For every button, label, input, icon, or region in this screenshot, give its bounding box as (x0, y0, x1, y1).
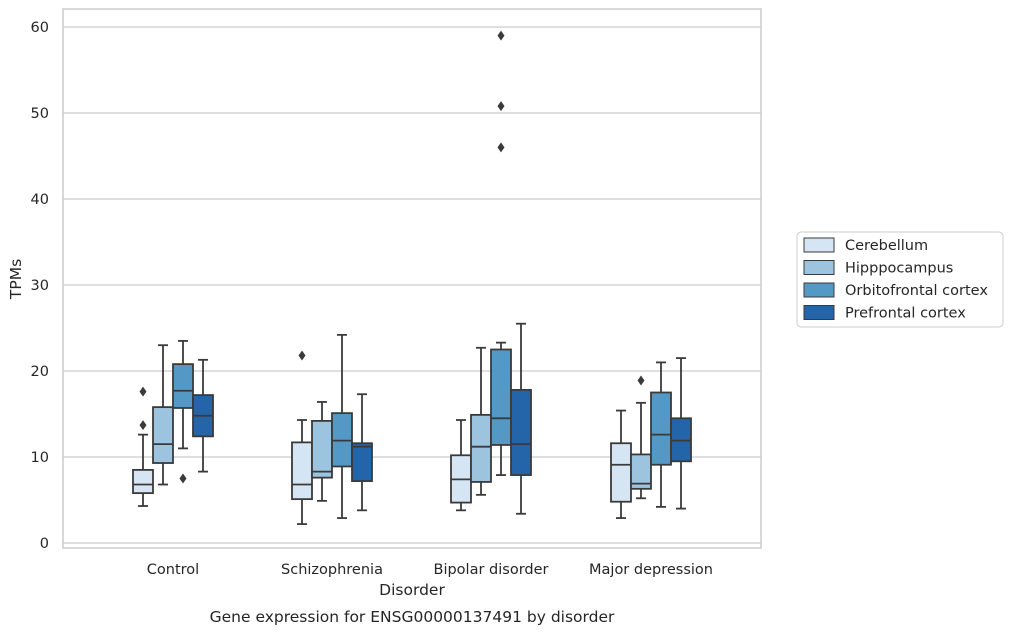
legend-frame (796, 231, 1004, 328)
box-prefrontal-cortex (510, 322, 532, 515)
outlier-point (139, 420, 147, 431)
y-tick-label: 50 (31, 106, 49, 122)
outlier-point (497, 30, 505, 41)
box-cerebellum (132, 386, 154, 507)
box-iqr (351, 442, 373, 482)
x-tick-label: Major depression (589, 562, 713, 578)
y-tick-label: 40 (31, 192, 49, 208)
y-tick-label: 60 (31, 20, 49, 36)
box-plots (132, 30, 692, 525)
outlier-point (179, 473, 187, 484)
box-cerebellum (291, 350, 313, 525)
box-iqr (291, 441, 313, 501)
box-prefrontal-cortex (192, 358, 214, 473)
chart-caption: Gene expression for ENSG00000137491 by d… (210, 608, 615, 626)
outlier-point (298, 350, 306, 361)
outlier-point (497, 101, 505, 112)
x-tick-labels: Control Schizophrenia Bipolar disorder Majo… (147, 562, 713, 578)
box-hipppocampus (311, 401, 333, 502)
box-iqr (470, 413, 492, 483)
x-tick-label: Control (147, 562, 199, 578)
y-tick-label: 10 (31, 450, 49, 466)
box-orbitofrontal-cortex (490, 30, 512, 476)
box-prefrontal-cortex (351, 393, 373, 512)
box-cerebellum (610, 409, 632, 519)
box-hipppocampus (470, 346, 492, 496)
x-tick-label: Bipolar disorder (434, 562, 549, 578)
outlier-point (139, 386, 147, 397)
box-iqr (610, 442, 632, 503)
legend-label: Prefrontal cortex (845, 306, 966, 322)
box-orbitofrontal-cortex (172, 339, 194, 484)
box-iqr (172, 363, 194, 409)
legend-label: Orbitofrontal cortex (845, 283, 988, 299)
y-tick-label: 20 (31, 364, 49, 380)
box-iqr (510, 389, 532, 476)
legend-label: Hipppocampus (845, 261, 953, 277)
box-iqr (152, 406, 174, 464)
legend-swatch (803, 237, 835, 253)
legend-swatch (803, 282, 835, 298)
box-hipppocampus (152, 344, 174, 486)
y-tick-label: 0 (40, 536, 49, 552)
outlier-point (637, 375, 645, 386)
box-iqr (490, 348, 512, 446)
box-iqr (650, 391, 672, 466)
legend-swatch (803, 305, 835, 320)
legend: Cerebellum Hipppocampus Orbitofrontal cort… (796, 231, 1004, 328)
x-axis-label: Disorder (379, 581, 445, 599)
legend-label: Cerebellum (845, 238, 928, 254)
box-iqr (630, 453, 652, 490)
outlier-point (497, 142, 505, 153)
y-tick-labels: 0 10 20 30 40 50 60 (31, 20, 49, 552)
plot-frame (62, 8, 762, 549)
x-tick-label: Schizophrenia (281, 562, 383, 578)
box-iqr (132, 468, 154, 495)
box-orbitofrontal-cortex (650, 361, 672, 508)
box-iqr (311, 419, 333, 479)
box-prefrontal-cortex (670, 357, 692, 510)
box-hipppocampus (630, 375, 652, 500)
box-orbitofrontal-cortex (331, 333, 353, 519)
y-axis-label: TPMs (7, 259, 25, 300)
y-tick-label: 30 (31, 278, 49, 294)
legend-swatch (803, 260, 835, 275)
box-cerebellum (450, 419, 472, 512)
